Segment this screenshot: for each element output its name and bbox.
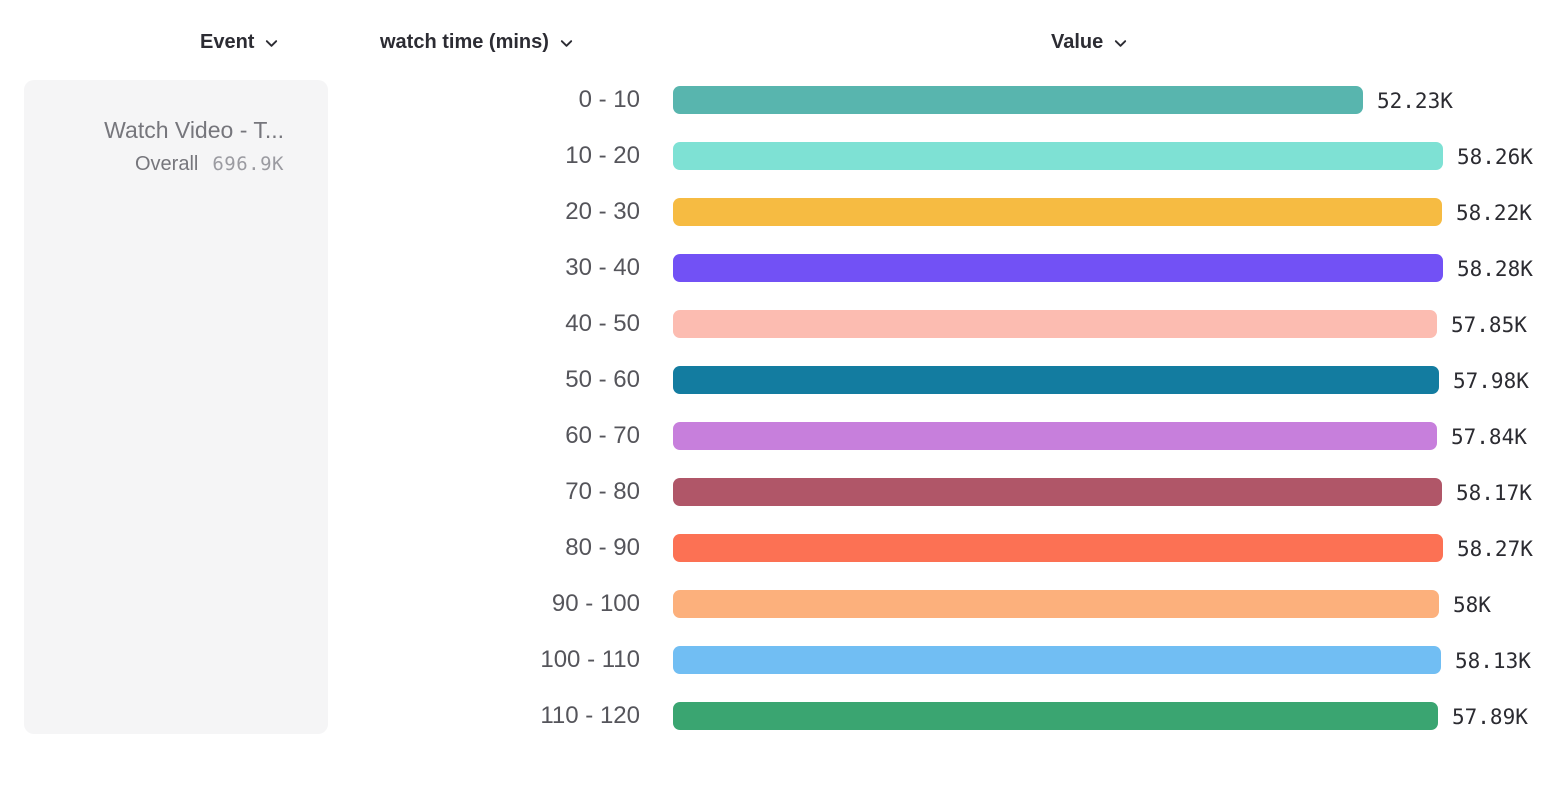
chart-row: 50 - 60 57.98K xyxy=(0,366,1568,394)
chart-row: 30 - 40 58.28K xyxy=(0,254,1568,282)
category-label: 60 - 70 xyxy=(565,422,640,449)
chart-row: 60 - 70 57.84K xyxy=(0,422,1568,450)
bar-segment[interactable] xyxy=(673,590,1439,618)
chart-row: 110 - 120 57.89K xyxy=(0,702,1568,730)
breakdown-column-label: watch time (mins) xyxy=(380,30,549,53)
value-label: 57.89K xyxy=(1452,705,1528,729)
category-label: 0 - 10 xyxy=(578,86,640,113)
category-label: 40 - 50 xyxy=(565,310,640,337)
value-column-label: Value xyxy=(1051,30,1104,53)
bar-segment[interactable] xyxy=(673,422,1437,450)
value-label: 52.23K xyxy=(1377,89,1453,113)
chart-row: 10 - 20 58.26K xyxy=(0,142,1568,170)
category-label: 90 - 100 xyxy=(551,590,640,617)
chevron-down-icon xyxy=(560,39,573,47)
value-column-header[interactable]: Value xyxy=(1051,29,1128,55)
bar-segment[interactable] xyxy=(673,142,1443,170)
chart-row: 80 - 90 58.27K xyxy=(0,534,1568,562)
value-label: 58.26K xyxy=(1457,145,1533,169)
event-column-label: Event xyxy=(200,30,255,53)
category-label: 30 - 40 xyxy=(565,254,640,281)
value-label: 58.28K xyxy=(1457,257,1533,281)
event-column-header[interactable]: Event xyxy=(200,29,279,55)
breakdown-column-header[interactable]: watch time (mins) xyxy=(380,29,574,55)
bar-segment[interactable] xyxy=(673,254,1443,282)
value-label: 58.13K xyxy=(1455,649,1531,673)
value-label: 58.27K xyxy=(1457,537,1533,561)
value-label: 58K xyxy=(1453,593,1491,617)
event-overall-row: Overall 696.9K xyxy=(40,153,284,176)
bar-segment[interactable] xyxy=(673,702,1438,730)
chevron-down-icon xyxy=(266,39,278,47)
chevron-down-icon xyxy=(1115,39,1127,47)
overall-value: 696.9K xyxy=(212,153,284,175)
event-legend-card[interactable]: Watch Video - T... Overall 696.9K xyxy=(24,80,328,734)
category-label: 110 - 120 xyxy=(540,702,640,729)
value-label: 58.17K xyxy=(1456,481,1532,505)
chart-row: 100 - 110 58.13K xyxy=(0,646,1568,674)
bar-segment[interactable] xyxy=(673,534,1443,562)
bar-segment[interactable] xyxy=(673,478,1442,506)
bar-segment[interactable] xyxy=(673,310,1437,338)
bar-segment[interactable] xyxy=(673,646,1441,674)
bar-segment[interactable] xyxy=(673,198,1442,226)
chart-row: 20 - 30 58.22K xyxy=(0,198,1568,226)
category-label: 100 - 110 xyxy=(540,646,640,673)
value-label: 57.85K xyxy=(1451,313,1527,337)
chart-row: 70 - 80 58.17K xyxy=(0,478,1568,506)
category-label: 20 - 30 xyxy=(565,198,640,225)
chart-row: 40 - 50 57.85K xyxy=(0,310,1568,338)
overall-label: Overall xyxy=(135,153,199,175)
category-label: 10 - 20 xyxy=(565,142,640,169)
category-label: 80 - 90 xyxy=(565,534,640,561)
value-label: 57.84K xyxy=(1451,425,1527,449)
category-label: 70 - 80 xyxy=(565,478,640,505)
bar-segment[interactable] xyxy=(673,86,1363,114)
value-label: 58.22K xyxy=(1456,201,1532,225)
chart-row: 0 - 10 52.23K xyxy=(0,86,1568,114)
value-label: 57.98K xyxy=(1453,369,1529,393)
event-name: Watch Video - T... xyxy=(104,117,284,143)
bar-segment[interactable] xyxy=(673,366,1439,394)
chart-row: 90 - 100 58K xyxy=(0,590,1568,618)
category-label: 50 - 60 xyxy=(565,366,640,393)
